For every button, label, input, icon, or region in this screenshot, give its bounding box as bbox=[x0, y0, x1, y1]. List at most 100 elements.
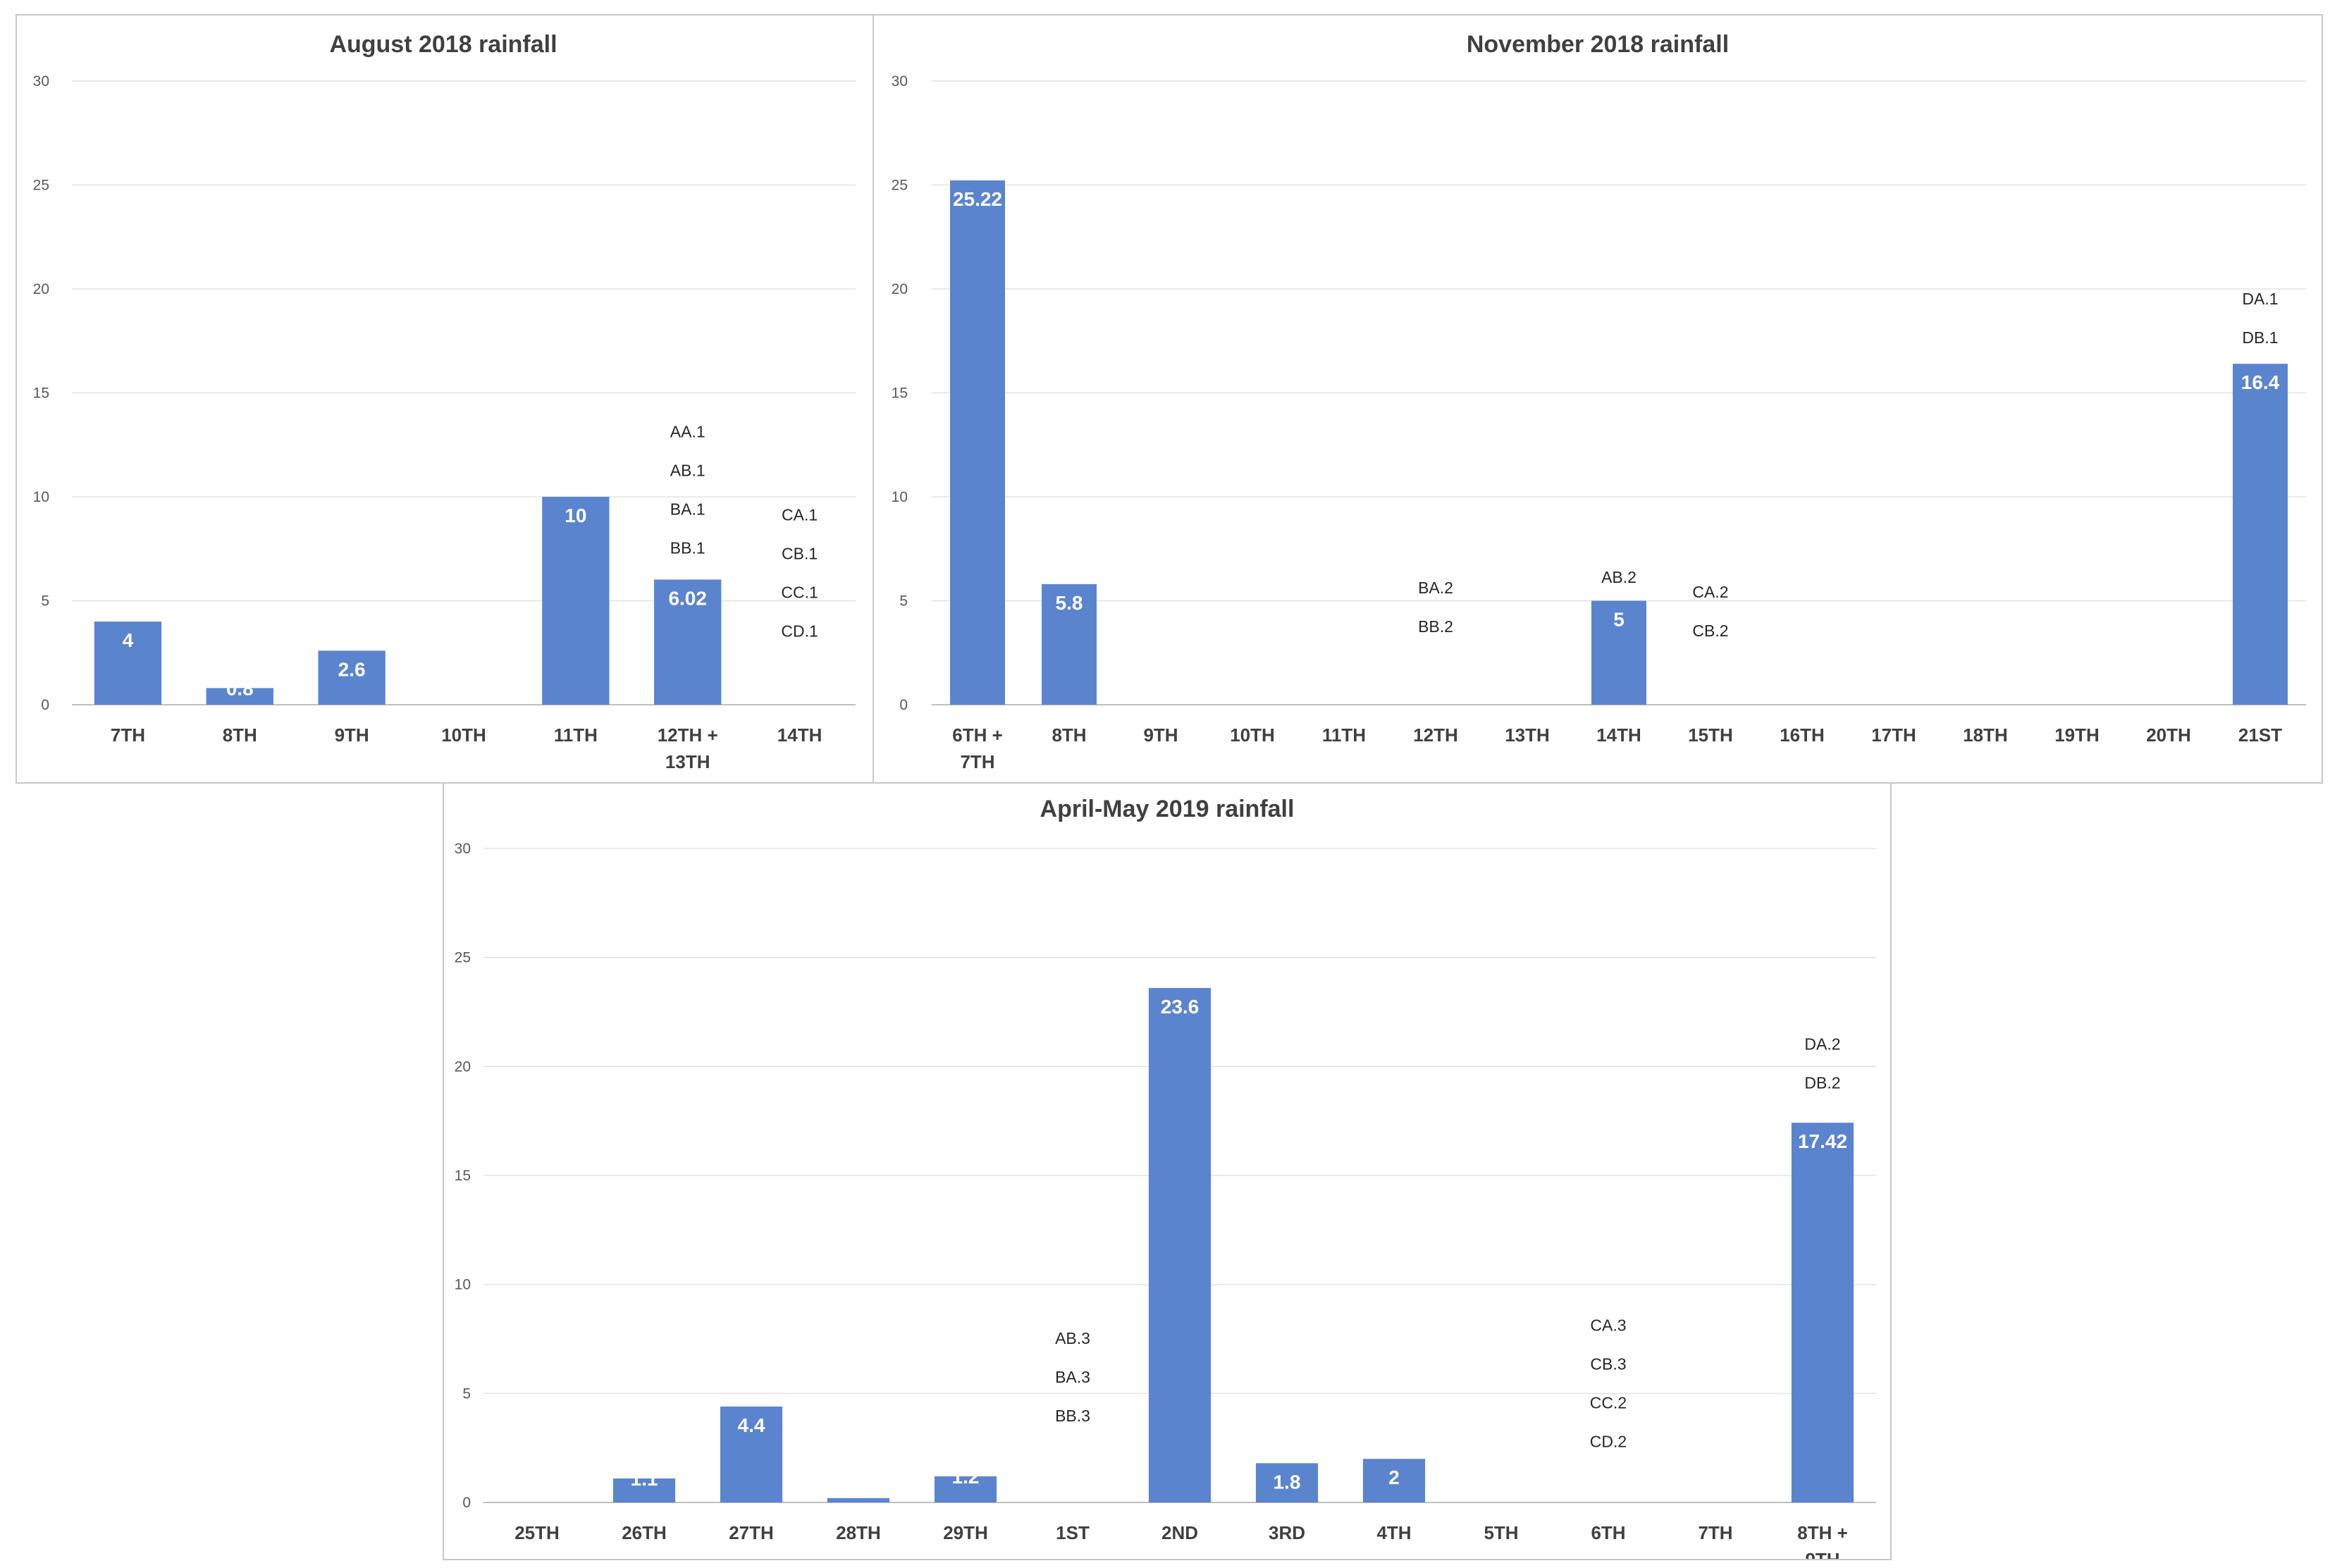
x-tick-label: 5TH bbox=[1484, 1522, 1518, 1543]
annotation-label: CC.1 bbox=[781, 584, 818, 602]
august-2018-chart-panel: August 2018 rainfall 0 5 10 15 20 25 30 4 7TH 0.8 8… bbox=[16, 14, 874, 784]
annotation-label: CB.3 bbox=[1590, 1354, 1626, 1373]
april-may-2019-chart-panel: April-May 2019 rainfall 0 5 10 15 20 25 30 25TH 1… bbox=[443, 782, 1892, 1560]
annotation-label: DB.1 bbox=[2242, 328, 2278, 347]
y-tick-label: 30 bbox=[455, 841, 471, 857]
x-tick-label-line: 13TH bbox=[665, 751, 710, 772]
x-tick-label: 18TH bbox=[1963, 724, 2008, 746]
x-tick-label: 14TH bbox=[1596, 724, 1641, 746]
x-tick-label-line: 9TH bbox=[1805, 1549, 1839, 1559]
x-tick-label: 3RD bbox=[1269, 1522, 1305, 1543]
data-label: 0.8 bbox=[226, 677, 254, 699]
y-tick-label: 25 bbox=[455, 950, 471, 966]
x-tick-label: 26TH bbox=[622, 1522, 667, 1543]
bar bbox=[720, 1406, 783, 1502]
x-tick-label: 12TH bbox=[1413, 724, 1458, 746]
x-tick-label: 2ND bbox=[1161, 1522, 1198, 1543]
y-tick-label: 0 bbox=[462, 1495, 471, 1511]
x-tick-label: 13TH bbox=[1505, 724, 1550, 746]
data-label: 10 bbox=[565, 505, 586, 526]
bar bbox=[1362, 1459, 1426, 1502]
data-label: 4.4 bbox=[738, 1414, 765, 1436]
x-tick-label-line: 12TH + bbox=[658, 724, 718, 746]
november-2018-chart: November 2018 rainfall 0 5 10 15 20 25 30 25.22 6… bbox=[892, 31, 2306, 772]
y-tick-label: 0 bbox=[41, 697, 49, 713]
x-tick-label: 29TH bbox=[943, 1522, 988, 1543]
annotation-label: BB.2 bbox=[1418, 617, 1453, 636]
x-tick-label: 14TH bbox=[777, 724, 822, 746]
y-tick-label: 0 bbox=[899, 697, 908, 713]
y-tick-label: 15 bbox=[892, 385, 908, 402]
x-tick-label-line: 7TH bbox=[960, 751, 994, 772]
chart-title: August 2018 rainfall bbox=[329, 31, 557, 58]
x-tick-label: 21ST bbox=[2238, 724, 2282, 746]
annotation-label: AB.2 bbox=[1601, 568, 1636, 586]
annotation-label: DB.2 bbox=[1804, 1073, 1840, 1092]
y-tick-label: 25 bbox=[33, 178, 49, 194]
annotation-label: BA.1 bbox=[670, 500, 705, 519]
x-tick-label: 8TH bbox=[1052, 724, 1086, 746]
bar bbox=[1148, 987, 1212, 1502]
x-tick-label: 19TH bbox=[2054, 724, 2100, 746]
annotation-label: BB.3 bbox=[1055, 1407, 1090, 1425]
bar bbox=[206, 688, 273, 705]
annotation-label: AA.1 bbox=[670, 423, 705, 441]
annotation-label: BB.1 bbox=[670, 539, 705, 557]
data-label: 1.1 bbox=[631, 1468, 658, 1490]
x-tick-label: 1ST bbox=[1056, 1522, 1090, 1543]
data-label: 1.8 bbox=[1274, 1471, 1301, 1493]
annotation-label: DA.2 bbox=[1804, 1035, 1840, 1053]
x-tick-label: 7TH bbox=[1698, 1522, 1732, 1543]
april-may-2019-chart: April-May 2019 rainfall05101520253025TH1… bbox=[455, 796, 1876, 1559]
bar bbox=[934, 1476, 997, 1502]
bar bbox=[654, 579, 722, 705]
annotation-label: CB.2 bbox=[1692, 622, 1728, 640]
bar bbox=[827, 1498, 890, 1502]
annotation-label: DA.1 bbox=[2242, 290, 2278, 308]
y-tick-label: 20 bbox=[892, 281, 908, 297]
bar bbox=[2233, 364, 2288, 705]
annotation-label: AB.3 bbox=[1055, 1329, 1090, 1347]
y-tick-label: 25 bbox=[892, 178, 908, 194]
data-label: 23.6 bbox=[1161, 996, 1200, 1018]
x-tick-label: 10TH bbox=[1230, 724, 1275, 746]
annotation-label: CB.1 bbox=[782, 545, 818, 563]
x-tick-label: 12TH + 13TH bbox=[658, 724, 718, 772]
chart-title: April-May 2019 rainfall bbox=[1040, 796, 1295, 822]
x-tick-label: 20TH bbox=[2146, 724, 2191, 746]
x-tick-label: 9TH bbox=[335, 724, 369, 746]
y-tick-label: 10 bbox=[892, 489, 908, 505]
annotation-label: AB.1 bbox=[670, 462, 705, 480]
data-label: 6.02 bbox=[668, 587, 707, 609]
y-tick-label: 10 bbox=[455, 1277, 471, 1293]
annotation-label: CC.2 bbox=[1590, 1393, 1627, 1412]
x-tick-label: 6TH + 7TH bbox=[952, 724, 1003, 772]
y-tick-label: 5 bbox=[899, 593, 908, 610]
x-tick-label: 11TH bbox=[1322, 724, 1366, 746]
annotation-label: CD.2 bbox=[1590, 1432, 1627, 1450]
x-tick-label: 8TH + 9TH bbox=[1797, 1522, 1848, 1559]
chart-title: November 2018 rainfall bbox=[1467, 31, 1729, 58]
x-tick-label: 27TH bbox=[729, 1522, 774, 1543]
x-tick-label: 17TH bbox=[1871, 724, 1916, 746]
annotation-label: CA.3 bbox=[1590, 1316, 1626, 1334]
y-tick-label: 5 bbox=[462, 1385, 471, 1402]
x-tick-label: 11TH bbox=[554, 724, 598, 746]
november-2018-chart-panel: November 2018 rainfall 0 5 10 15 20 25 30 25.22 6… bbox=[873, 14, 2323, 784]
data-label: 5.8 bbox=[1056, 592, 1083, 614]
annotation-label: CD.1 bbox=[781, 622, 818, 641]
y-tick-label: 20 bbox=[455, 1058, 471, 1075]
data-label: 25.22 bbox=[953, 188, 1002, 210]
x-tick-label: 10TH bbox=[441, 724, 486, 746]
data-label: 17.42 bbox=[1798, 1130, 1847, 1152]
x-tick-label: 25TH bbox=[514, 1522, 560, 1543]
y-tick-label: 30 bbox=[892, 73, 908, 89]
bar bbox=[612, 1478, 676, 1502]
data-label: 2 bbox=[1388, 1467, 1400, 1488]
x-tick-label: 16TH bbox=[1780, 724, 1825, 746]
annotation-label: CA.2 bbox=[1692, 583, 1728, 601]
bar bbox=[94, 622, 162, 705]
bar bbox=[1591, 600, 1646, 705]
data-label: 4 bbox=[123, 629, 134, 651]
x-tick-label: 4TH bbox=[1376, 1522, 1411, 1543]
